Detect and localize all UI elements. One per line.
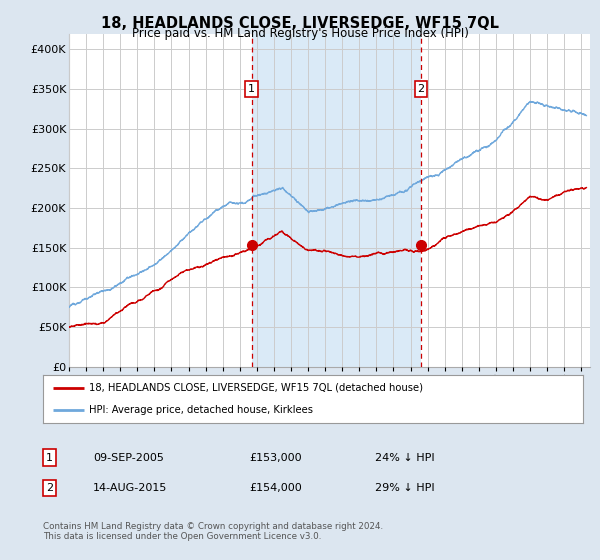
Text: Contains HM Land Registry data © Crown copyright and database right 2024.
This d: Contains HM Land Registry data © Crown c… [43, 522, 383, 542]
Text: 18, HEADLANDS CLOSE, LIVERSEDGE, WF15 7QL (detached house): 18, HEADLANDS CLOSE, LIVERSEDGE, WF15 7Q… [89, 382, 423, 393]
Text: £153,000: £153,000 [249, 452, 302, 463]
Text: 18, HEADLANDS CLOSE, LIVERSEDGE, WF15 7QL: 18, HEADLANDS CLOSE, LIVERSEDGE, WF15 7Q… [101, 16, 499, 31]
Text: HPI: Average price, detached house, Kirklees: HPI: Average price, detached house, Kirk… [89, 405, 313, 416]
Text: 09-SEP-2005: 09-SEP-2005 [93, 452, 164, 463]
Text: 2: 2 [46, 483, 53, 493]
Text: 14-AUG-2015: 14-AUG-2015 [93, 483, 167, 493]
Text: £154,000: £154,000 [249, 483, 302, 493]
Text: 1: 1 [46, 452, 53, 463]
Text: 29% ↓ HPI: 29% ↓ HPI [375, 483, 434, 493]
Bar [251, 34, 421, 367]
Text: Price paid vs. HM Land Registry's House Price Index (HPI): Price paid vs. HM Land Registry's House … [131, 27, 469, 40]
Text: 24% ↓ HPI: 24% ↓ HPI [375, 452, 434, 463]
Text: 1: 1 [248, 84, 255, 94]
Text: 2: 2 [418, 84, 425, 94]
